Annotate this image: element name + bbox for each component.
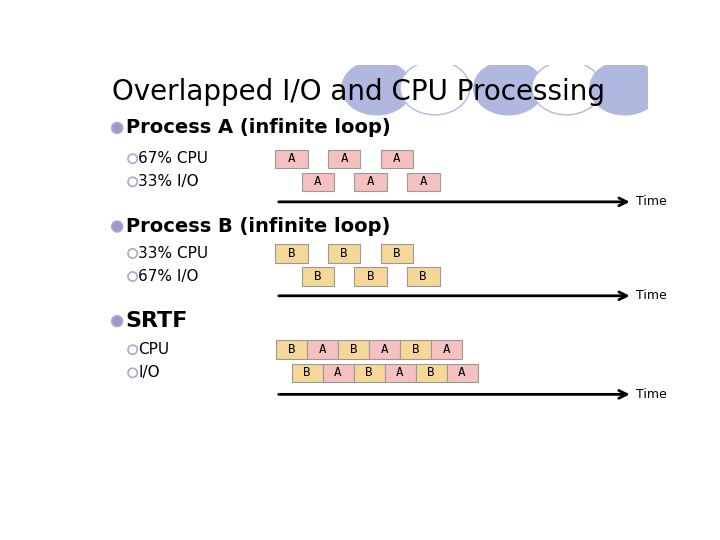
Bar [415, 363, 446, 382]
Bar [302, 173, 334, 191]
Text: B: B [288, 343, 295, 356]
Text: I/O: I/O [138, 365, 160, 380]
Text: A: A [420, 176, 427, 188]
Bar [381, 150, 413, 168]
Text: B: B [412, 343, 419, 356]
Text: B: B [341, 247, 348, 260]
Bar [307, 340, 338, 359]
Text: B: B [303, 366, 311, 379]
Ellipse shape [400, 61, 469, 115]
Bar [338, 340, 369, 359]
Ellipse shape [474, 61, 544, 115]
Bar [275, 150, 307, 168]
Bar [381, 244, 413, 262]
Ellipse shape [590, 61, 660, 115]
Text: Process A (infinite loop): Process A (infinite loop) [126, 118, 390, 138]
Text: A: A [443, 343, 450, 356]
Bar [354, 363, 384, 382]
Text: A: A [314, 176, 322, 188]
Text: A: A [319, 343, 326, 356]
Text: A: A [393, 152, 400, 165]
Text: B: B [366, 270, 374, 283]
Text: 67% I/O: 67% I/O [138, 269, 199, 284]
Text: 33% I/O: 33% I/O [138, 174, 199, 190]
Text: Time: Time [636, 388, 667, 401]
Text: B: B [365, 366, 373, 379]
Circle shape [128, 177, 138, 186]
Bar [328, 244, 361, 262]
Bar [369, 340, 400, 359]
Text: B: B [393, 247, 400, 260]
Text: 67% CPU: 67% CPU [138, 151, 208, 166]
Bar [275, 244, 307, 262]
Bar [328, 150, 361, 168]
Ellipse shape [532, 61, 601, 115]
Text: 33% CPU: 33% CPU [138, 246, 208, 261]
Text: CPU: CPU [138, 342, 169, 357]
Bar [354, 173, 387, 191]
Text: A: A [341, 152, 348, 165]
Text: SRTF: SRTF [126, 311, 188, 331]
Bar [407, 267, 439, 286]
Text: B: B [427, 366, 435, 379]
Bar [431, 340, 462, 359]
Text: A: A [396, 366, 404, 379]
Text: B: B [420, 270, 427, 283]
Text: Time: Time [636, 289, 667, 302]
Ellipse shape [342, 61, 412, 115]
Bar [354, 267, 387, 286]
Text: Overlapped I/O and CPU Processing: Overlapped I/O and CPU Processing [112, 78, 605, 106]
Text: B: B [288, 247, 295, 260]
Circle shape [128, 249, 138, 258]
Bar [292, 363, 323, 382]
Bar [407, 173, 439, 191]
Circle shape [112, 221, 122, 232]
Bar [384, 363, 415, 382]
Circle shape [128, 272, 138, 281]
Text: Time: Time [636, 195, 667, 208]
Circle shape [112, 316, 122, 327]
Circle shape [112, 123, 122, 133]
Text: B: B [314, 270, 322, 283]
Text: Process B (infinite loop): Process B (infinite loop) [126, 217, 390, 236]
Bar [276, 340, 307, 359]
Circle shape [128, 154, 138, 164]
Text: A: A [366, 176, 374, 188]
Text: A: A [458, 366, 466, 379]
Bar [400, 340, 431, 359]
Bar [323, 363, 354, 382]
Text: A: A [381, 343, 388, 356]
Text: A: A [334, 366, 342, 379]
Bar [302, 267, 334, 286]
Text: A: A [288, 152, 295, 165]
Bar [446, 363, 477, 382]
Circle shape [128, 345, 138, 354]
Text: B: B [350, 343, 357, 356]
Circle shape [128, 368, 138, 377]
